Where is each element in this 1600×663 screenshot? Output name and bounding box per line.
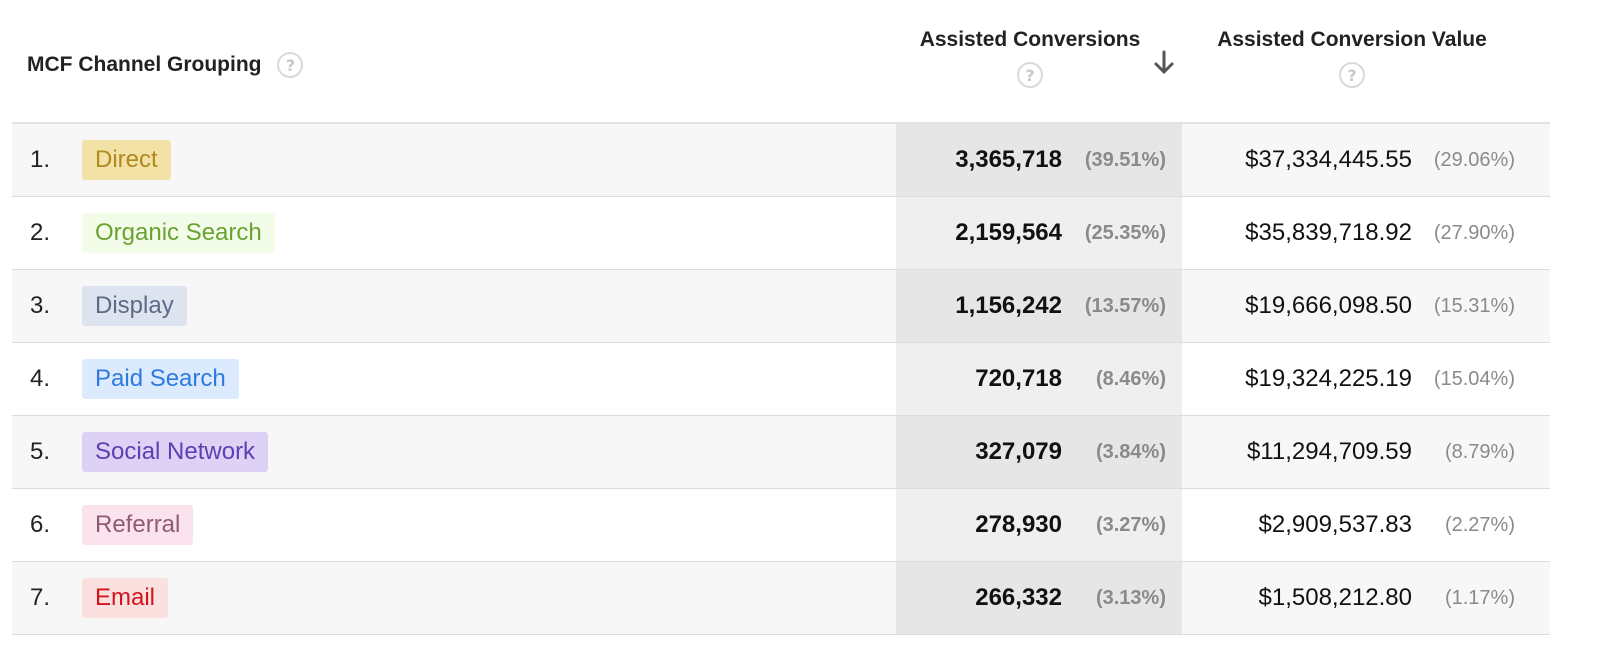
table-row: 3. Display 1,156,242 (13.57%) $19,666,098.50… [12,270,1550,343]
assisted-conversion-value-percent: (29.06%) [1433,149,1515,171]
row-index: 4. [30,365,51,392]
column-header-label: Assisted Conversions [919,28,1141,51]
table-header: MCF Channel Grouping ? Assisted Conversi… [0,0,1600,124]
column-header-assisted-conversion-value[interactable]: Assisted Conversion Value ? [1206,28,1498,88]
sorted-column-cell [896,343,1182,415]
assisted-conversion-value: $37,334,445.55 [1245,146,1412,173]
assisted-conversions-percent: (25.35%) [1084,222,1166,244]
channel-link[interactable]: Email [82,578,169,618]
assisted-conversions-value: 720,718 [975,365,1062,392]
assisted-conversion-value: $1,508,212.80 [1258,584,1412,611]
assisted-conversions-value: 3,365,718 [955,146,1062,173]
column-header-label: MCF Channel Grouping [27,53,262,76]
assisted-conversions-percent: (13.57%) [1084,295,1166,317]
assisted-conversions-value: 327,079 [975,438,1062,465]
row-index: 5. [30,438,51,465]
table-row: 5. Social Network 327,079 (3.84%) $11,294,70… [12,416,1550,489]
assisted-conversion-value: $35,839,718.92 [1245,219,1412,246]
assisted-conversion-value-percent: (2.27%) [1444,514,1515,536]
row-index: 1. [30,146,51,173]
row-index: 2. [30,219,51,246]
sorted-column-cell [896,124,1182,196]
channel-link[interactable]: Direct [82,140,171,180]
assisted-conversions-value: 1,156,242 [955,292,1062,319]
assisted-conversion-value-percent: (27.90%) [1433,222,1515,244]
table-row: 6. Referral 278,930 (3.27%) $2,909,537.83 (2.… [12,489,1550,562]
assisted-conversions-value: 266,332 [975,584,1062,611]
assisted-conversions-value: 278,930 [975,511,1062,538]
assisted-conversions-percent: (3.84%) [1095,441,1166,463]
table-row: 7. Email 266,332 (3.13%) $1,508,212.80 (1.17%… [12,562,1550,635]
assisted-conversion-value-percent: (15.31%) [1433,295,1515,317]
channel-link[interactable]: Organic Search [82,213,275,253]
assisted-conversion-value: $19,324,225.19 [1245,365,1412,392]
channel-link[interactable]: Social Network [82,432,269,472]
assisted-conversion-value: $2,909,537.83 [1258,511,1412,538]
assisted-conversions-value: 2,159,564 [955,219,1062,246]
help-icon[interactable]: ? [1017,62,1043,88]
row-index: 3. [30,292,51,319]
help-icon[interactable]: ? [1339,62,1365,88]
sorted-column-cell [896,416,1182,488]
sorted-column-cell [896,270,1182,342]
column-header-label: Assisted Conversion Value [1217,28,1487,51]
sorted-column-cell [896,197,1182,269]
sort-descending-icon[interactable] [1150,48,1178,78]
table-body: 1. Direct 3,365,718 (39.51%) $37,334,445.55 (… [12,122,1550,635]
row-index: 6. [30,511,51,538]
assisted-conversion-value-percent: (1.17%) [1444,587,1515,609]
assisted-conversion-value: $11,294,709.59 [1246,438,1412,465]
sorted-column-cell [896,489,1182,561]
assisted-conversions-percent: (3.13%) [1095,587,1166,609]
help-icon[interactable]: ? [277,52,304,78]
table-row: 2. Organic Search 2,159,564 (25.35%) $35,839… [12,197,1550,270]
channel-link[interactable]: Display [82,286,187,326]
channel-link[interactable]: Paid Search [82,359,239,399]
assisted-conversions-percent: (39.51%) [1084,149,1166,171]
channel-link[interactable]: Referral [82,505,194,545]
table-row: 4. Paid Search 720,718 (8.46%) $19,324,225.1… [12,343,1550,416]
table-row: 1. Direct 3,365,718 (39.51%) $37,334,445.55 (… [12,124,1550,197]
column-header-channel-grouping[interactable]: MCF Channel Grouping ? [27,52,304,78]
assisted-conversion-value-percent: (15.04%) [1433,368,1515,390]
column-header-assisted-conversions[interactable]: Assisted Conversions ? [914,28,1146,88]
assisted-conversion-value: $19,666,098.50 [1245,292,1412,319]
assisted-conversions-percent: (3.27%) [1095,514,1166,536]
row-index: 7. [30,584,51,611]
sorted-column-cell [896,562,1182,634]
assisted-conversions-percent: (8.46%) [1095,368,1166,390]
assisted-conversion-value-percent: (8.79%) [1444,441,1515,463]
